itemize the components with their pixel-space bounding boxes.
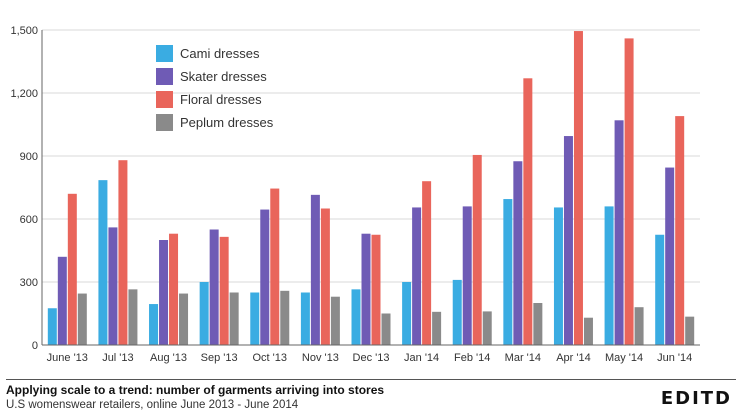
bar bbox=[583, 317, 593, 345]
bar bbox=[432, 311, 442, 345]
chart-caption-subtitle: U.S womenswear retailers, online June 20… bbox=[6, 399, 299, 411]
legend-label: Peplum dresses bbox=[180, 115, 274, 130]
bar bbox=[57, 256, 67, 345]
y-tick-label: 300 bbox=[20, 277, 38, 289]
legend-swatch bbox=[156, 45, 173, 62]
bar bbox=[472, 154, 482, 345]
brand-logo: EDITD bbox=[660, 388, 732, 409]
bar bbox=[229, 292, 239, 345]
bar bbox=[462, 206, 472, 345]
bar bbox=[270, 188, 280, 345]
bar bbox=[624, 38, 634, 346]
bar bbox=[310, 194, 320, 345]
bar bbox=[412, 207, 422, 345]
bar bbox=[634, 307, 644, 345]
legend-swatch bbox=[156, 114, 173, 131]
bar bbox=[523, 78, 533, 346]
bar bbox=[685, 316, 695, 345]
y-tick-label: 1,200 bbox=[10, 88, 38, 100]
x-tick-label: Oct '13 bbox=[253, 352, 288, 364]
bar bbox=[179, 293, 189, 345]
y-tick-label: 900 bbox=[20, 151, 38, 163]
bar bbox=[118, 160, 128, 345]
bar bbox=[199, 282, 209, 345]
x-tick-label: Jan '14 bbox=[404, 352, 439, 364]
bar bbox=[280, 290, 290, 345]
x-tick-label: Jun '14 bbox=[657, 352, 692, 364]
bar bbox=[149, 304, 159, 345]
legend-swatch bbox=[156, 91, 173, 108]
bar bbox=[169, 233, 179, 345]
y-tick-label: 600 bbox=[20, 214, 38, 226]
x-tick-label: Aug '13 bbox=[150, 352, 187, 364]
bar bbox=[604, 206, 614, 345]
x-tick-label: Feb '14 bbox=[454, 352, 490, 364]
bar bbox=[533, 303, 543, 345]
footer-divider bbox=[6, 379, 736, 380]
bar bbox=[381, 313, 391, 345]
bar bbox=[128, 289, 138, 345]
bar bbox=[371, 234, 381, 345]
bar bbox=[422, 181, 432, 345]
bar bbox=[320, 208, 330, 345]
bar bbox=[655, 234, 665, 345]
x-tick-label: Nov '13 bbox=[302, 352, 339, 364]
bar bbox=[300, 292, 310, 345]
chart-caption-title: Applying scale to a trend: number of gar… bbox=[6, 383, 385, 397]
bar bbox=[402, 282, 412, 345]
x-tick-label: Mar '14 bbox=[505, 352, 541, 364]
legend-label: Skater dresses bbox=[180, 69, 267, 84]
x-tick-label: Apr '14 bbox=[556, 352, 591, 364]
bar bbox=[482, 311, 492, 345]
x-tick-label: June '13 bbox=[47, 352, 88, 364]
y-tick-label: 1,500 bbox=[10, 25, 38, 37]
legend-swatch bbox=[156, 68, 173, 85]
bar bbox=[553, 207, 563, 345]
bar bbox=[67, 193, 77, 345]
bar bbox=[159, 240, 169, 345]
bar bbox=[330, 296, 340, 345]
bar bbox=[503, 199, 513, 345]
bar bbox=[614, 120, 624, 345]
bar bbox=[573, 31, 583, 346]
x-tick-label: Jul '13 bbox=[102, 352, 133, 364]
bar bbox=[47, 308, 57, 345]
bar bbox=[209, 229, 219, 345]
bar bbox=[563, 136, 573, 345]
bar-chart: 0 300 600 900 1,200 1,500 June '13 Jul '13 Aug '… bbox=[10, 25, 700, 364]
bar bbox=[260, 209, 270, 345]
bar bbox=[98, 180, 108, 345]
bar bbox=[250, 292, 260, 345]
bar bbox=[77, 293, 87, 345]
bar bbox=[219, 236, 229, 345]
legend-label: Cami dresses bbox=[180, 46, 260, 61]
bar bbox=[361, 233, 371, 345]
bar bbox=[675, 116, 685, 345]
bar bbox=[351, 289, 361, 345]
x-tick-label: Sep '13 bbox=[201, 352, 238, 364]
x-tick-label: May '14 bbox=[605, 352, 643, 364]
bar bbox=[452, 279, 462, 345]
x-tick-label: Dec '13 bbox=[353, 352, 390, 364]
bar bbox=[513, 161, 523, 345]
bar bbox=[665, 167, 675, 345]
y-tick-label: 0 bbox=[32, 340, 38, 352]
bar bbox=[108, 227, 118, 345]
legend-label: Floral dresses bbox=[180, 92, 262, 107]
